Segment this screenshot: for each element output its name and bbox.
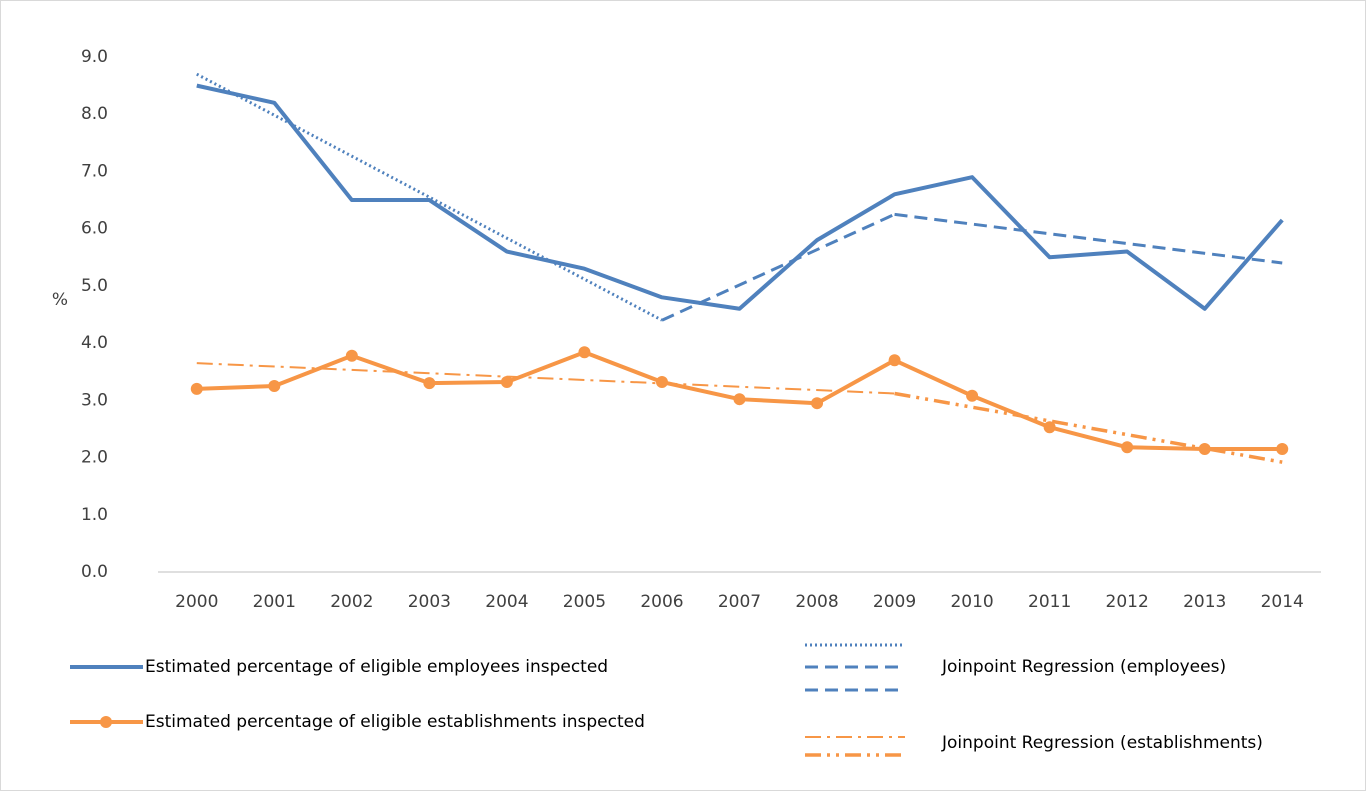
legend-label: Joinpoint Regression (employees) xyxy=(941,657,1226,677)
x-tick-label: 2006 xyxy=(640,592,683,612)
x-tick-label: 2013 xyxy=(1183,592,1226,612)
x-tick-label: 2005 xyxy=(563,592,606,612)
point xyxy=(1276,442,1289,455)
point xyxy=(811,397,824,410)
legend-label: Estimated percentage of eligible establi… xyxy=(145,712,645,732)
x-tick-label: 2001 xyxy=(253,592,296,612)
x-tick-label: 2000 xyxy=(175,592,218,612)
legend-marker xyxy=(100,716,112,728)
y-tick-label: 8.0 xyxy=(81,104,108,124)
point xyxy=(268,380,281,393)
point xyxy=(423,377,436,390)
x-tick-label: 2014 xyxy=(1261,592,1304,612)
x-tick-label: 2008 xyxy=(795,592,838,612)
y-tick-label: 1.0 xyxy=(81,505,108,525)
y-tick-label: 6.0 xyxy=(81,219,108,239)
y-tick-label: 7.0 xyxy=(81,161,108,181)
legend-label: Joinpoint Regression (establishments) xyxy=(941,733,1263,753)
y-tick-label: 3.0 xyxy=(81,390,108,410)
point xyxy=(733,393,746,406)
y-tick-label: 9.0 xyxy=(81,47,108,67)
x-tick-label: 2012 xyxy=(1106,592,1149,612)
point xyxy=(966,389,979,402)
point xyxy=(500,376,513,389)
y-tick-label: 0.0 xyxy=(81,562,108,582)
series-line xyxy=(196,83,1284,311)
x-tick-label: 2010 xyxy=(950,592,993,612)
y-axis-label: % xyxy=(52,290,68,310)
regression-line xyxy=(196,362,895,395)
x-tick-label: 2009 xyxy=(873,592,916,612)
point xyxy=(888,354,901,367)
point xyxy=(1198,442,1211,455)
y-tick-label: 5.0 xyxy=(81,276,108,296)
x-tick-label: 2004 xyxy=(485,592,528,612)
x-tick-label: 2003 xyxy=(408,592,451,612)
legend-label: Estimated percentage of eligible employe… xyxy=(145,657,608,677)
point xyxy=(345,349,358,362)
point xyxy=(190,382,203,395)
y-tick-label: 2.0 xyxy=(81,448,108,468)
point xyxy=(1043,421,1056,434)
x-tick-label: 2007 xyxy=(718,592,761,612)
y-tick-label: 4.0 xyxy=(81,333,108,353)
regression-line xyxy=(894,212,1283,265)
x-tick-label: 2011 xyxy=(1028,592,1071,612)
point xyxy=(1121,441,1134,454)
point xyxy=(578,346,591,359)
x-tick-label: 2002 xyxy=(330,592,373,612)
point xyxy=(655,376,668,389)
